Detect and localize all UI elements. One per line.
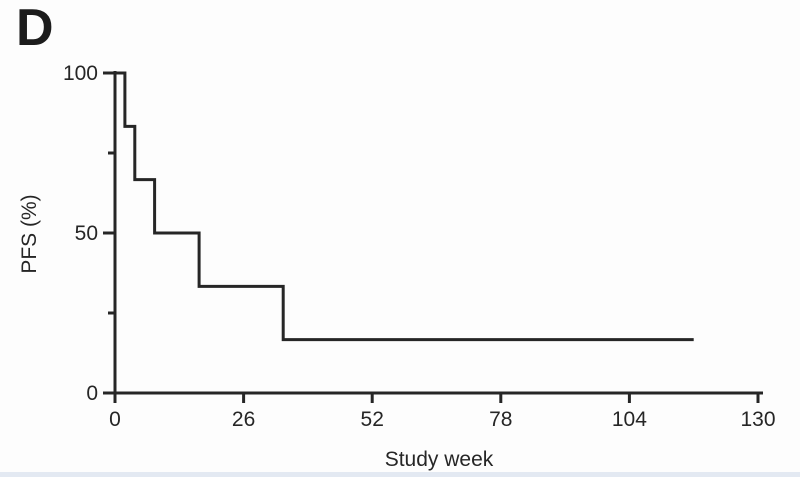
x-axis-title: Study week bbox=[384, 448, 494, 471]
y-tick-label: 0 bbox=[86, 382, 98, 405]
y-tick-label: 50 bbox=[75, 222, 98, 245]
x-tick-label: 104 bbox=[612, 408, 647, 431]
x-tick-label: 26 bbox=[232, 408, 255, 431]
x-tick-label: 52 bbox=[361, 408, 384, 431]
x-tick-label: 130 bbox=[740, 408, 775, 431]
x-tick-label: 0 bbox=[109, 408, 121, 431]
survival-curve bbox=[115, 71, 694, 342]
bottom-edge-strip bbox=[0, 472, 800, 477]
y-axis-title: PFS (%) bbox=[18, 194, 41, 274]
x-tick-label: 78 bbox=[489, 408, 512, 431]
panel-label: D bbox=[16, 0, 54, 57]
y-tick-label: 100 bbox=[63, 62, 98, 85]
